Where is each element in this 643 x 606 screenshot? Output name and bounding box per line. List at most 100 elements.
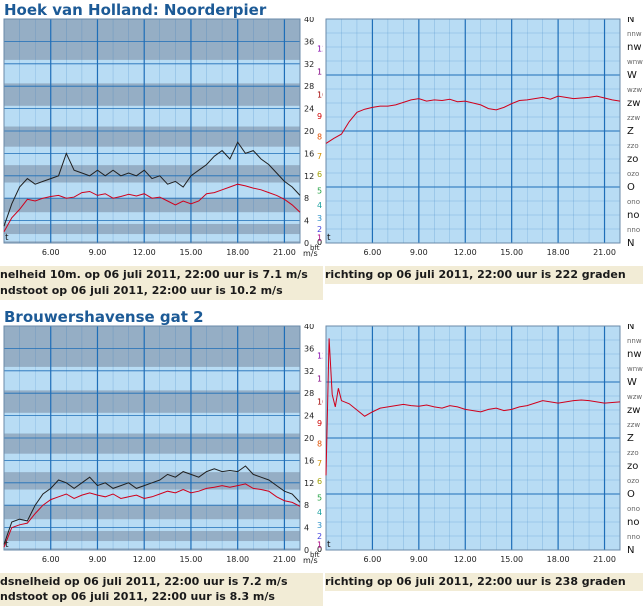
bft-band bbox=[4, 19, 300, 60]
bft-tick-label: 7 bbox=[317, 459, 322, 468]
bft-band bbox=[4, 126, 300, 147]
bft-band bbox=[4, 530, 300, 542]
plot-border bbox=[325, 18, 621, 244]
y-axis-label: m/s bbox=[303, 249, 318, 258]
bft-band bbox=[4, 241, 300, 243]
x-tick-label: 15.00 bbox=[179, 248, 202, 257]
y-tick-label: 32 bbox=[304, 367, 314, 376]
bft-tick-label: 12 bbox=[317, 45, 323, 54]
bft-tick-label: 8 bbox=[317, 133, 322, 142]
direction-tick-label: zo bbox=[627, 154, 638, 165]
x-tick-label: 12.00 bbox=[133, 555, 156, 564]
direction-tick-label: W bbox=[627, 70, 637, 81]
direction-tick-label: zo bbox=[627, 461, 638, 472]
direction-caption: richting op 06 juli 2011, 22:00 uur is 2… bbox=[325, 573, 643, 591]
y-tick-label: 8 bbox=[304, 501, 309, 510]
cursor-mark: t bbox=[327, 233, 331, 243]
cursor-mark: t bbox=[5, 233, 9, 243]
bft-tick-label: 9 bbox=[317, 112, 322, 121]
bft-tick-label: 3 bbox=[317, 214, 322, 223]
direction-tick-label: N bbox=[627, 238, 634, 249]
direction-tick-label: wnw bbox=[627, 58, 643, 66]
direction-tick-label: nw bbox=[627, 349, 642, 360]
y-tick-label: 12 bbox=[304, 479, 314, 488]
x-tick-label: 9.00 bbox=[89, 248, 107, 257]
y-tick-label: 28 bbox=[304, 82, 314, 91]
speed-line bbox=[3, 183, 301, 233]
bft-band bbox=[4, 505, 300, 520]
x-tick-label: 21.00 bbox=[593, 555, 616, 564]
speed-chart: 6.00 9.00 12.00 15.00 18.00 21.00048121620242… bbox=[3, 17, 323, 258]
y-tick-label: 8 bbox=[304, 194, 309, 203]
bft-tick-label: 4 bbox=[317, 201, 322, 210]
bft-tick-label: 2 bbox=[317, 225, 322, 234]
y-tick-label: 40 bbox=[304, 324, 314, 331]
bft-tick-label: 6 bbox=[317, 170, 322, 179]
x-tick-label: 18.00 bbox=[547, 555, 570, 564]
direction-tick-label: no bbox=[627, 210, 639, 221]
x-tick-label: 12.00 bbox=[133, 248, 156, 257]
bft-tick-label: 5 bbox=[317, 493, 322, 502]
cursor-mark: t bbox=[327, 540, 331, 550]
bft-tick-label: 6 bbox=[317, 477, 322, 486]
bft-tick-label: 1 bbox=[317, 234, 322, 243]
direction-tick-label: O bbox=[627, 489, 635, 500]
y-tick-label: 24 bbox=[304, 412, 314, 421]
plot-border bbox=[325, 325, 621, 551]
x-tick-label: 21.00 bbox=[273, 248, 296, 257]
bft-band bbox=[4, 433, 300, 454]
gust-caption: ndstoot op 06 juli 2011, 22:00 uur is 10… bbox=[0, 282, 323, 300]
y-tick-label: 20 bbox=[304, 434, 314, 443]
x-tick-label: 15.00 bbox=[179, 555, 202, 564]
bft-band bbox=[4, 83, 300, 106]
direction-tick-label: wzw bbox=[627, 86, 642, 94]
y-tick-label: 0 bbox=[304, 546, 309, 555]
bft-band bbox=[4, 223, 300, 235]
y-tick-label: 4 bbox=[304, 524, 309, 533]
direction-tick-label: Z bbox=[627, 126, 634, 137]
x-tick-label: 21.00 bbox=[273, 555, 296, 564]
direction-tick-label: wnw bbox=[627, 365, 643, 373]
bft-tick-label: 0 bbox=[317, 545, 322, 554]
speed-caption: nelheid 10m. op 06 juli 2011, 22:00 uur … bbox=[0, 266, 323, 284]
direction-tick-label: Z bbox=[627, 433, 634, 444]
y-tick-label: 36 bbox=[304, 37, 314, 46]
direction-line bbox=[325, 338, 621, 476]
bft-band bbox=[4, 390, 300, 413]
plot-border bbox=[3, 325, 301, 551]
x-tick-label: 15.00 bbox=[500, 248, 523, 257]
direction-tick-label: N bbox=[627, 324, 634, 332]
direction-tick-label: ono bbox=[627, 198, 640, 206]
direction-tick-label: no bbox=[627, 517, 639, 528]
bft-tick-label: 1 bbox=[317, 541, 322, 550]
x-tick-label: 9.00 bbox=[89, 555, 107, 564]
bft-tick-label: 4 bbox=[317, 508, 322, 517]
bft-band bbox=[4, 165, 300, 183]
direction-tick-label: nno bbox=[627, 533, 640, 541]
speed-caption: dsnelheid op 06 juli 2011, 22:00 uur is … bbox=[0, 573, 323, 591]
y-tick-label: 12 bbox=[304, 172, 314, 181]
direction-caption: richting op 06 juli 2011, 22:00 uur is 2… bbox=[325, 266, 643, 284]
bft-tick-label: 7 bbox=[317, 152, 322, 161]
direction-tick-label: ozo bbox=[627, 477, 639, 485]
direction-tick-label: zw bbox=[627, 405, 640, 416]
x-tick-label: 12.00 bbox=[454, 555, 477, 564]
y-tick-label: 20 bbox=[304, 127, 314, 136]
gust-caption: ndstoot op 06 juli 2011, 22:00 uur is 8.… bbox=[0, 588, 323, 606]
x-tick-label: 6.00 bbox=[364, 555, 382, 564]
bft-tick-label: 5 bbox=[317, 186, 322, 195]
bft-tick-label: 11 bbox=[317, 68, 323, 77]
bft-tick-label: 8 bbox=[317, 440, 322, 449]
x-tick-label: 21.00 bbox=[593, 248, 616, 257]
bft-band bbox=[4, 548, 300, 550]
speed-line bbox=[3, 483, 301, 548]
x-tick-label: 6.00 bbox=[42, 248, 60, 257]
direction-tick-label: ono bbox=[627, 505, 640, 513]
bft-tick-label: 0 bbox=[317, 238, 322, 247]
bft-axis-label: bft bbox=[310, 244, 320, 252]
gust-line bbox=[3, 465, 301, 545]
x-tick-label: 9.00 bbox=[410, 248, 428, 257]
direction-tick-label: N bbox=[627, 17, 634, 25]
speed-chart: 6.00 9.00 12.00 15.00 18.00 21.00048121620242… bbox=[3, 324, 323, 565]
